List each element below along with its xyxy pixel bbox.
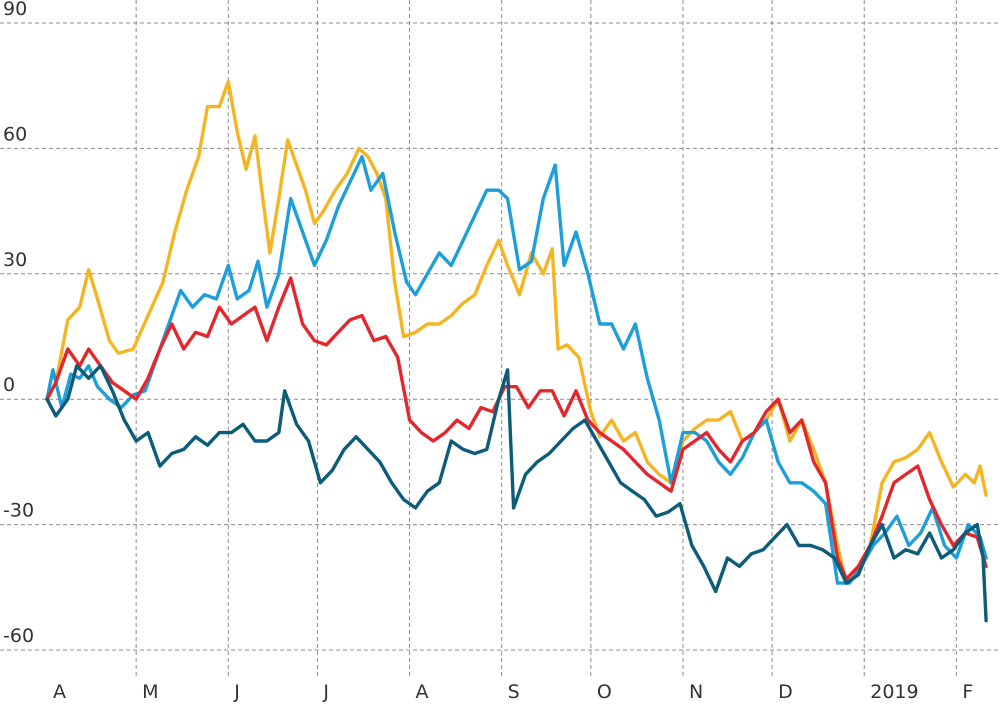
y-tick-label: -30 bbox=[3, 500, 34, 522]
y-axis-ticks: -60 -30 0 30 60 90 bbox=[3, 0, 34, 647]
x-tick-label: A bbox=[53, 681, 66, 703]
x-axis-ticks: A M J J A S O N D 2019 F bbox=[53, 681, 973, 703]
x-tick-label: D bbox=[778, 681, 793, 703]
x-tick-label: N bbox=[689, 681, 703, 703]
y-tick-label: 0 bbox=[3, 374, 15, 396]
x-tick-label: A bbox=[416, 681, 429, 703]
x-tick-label: M bbox=[142, 681, 158, 703]
x-tick-label: J bbox=[322, 681, 329, 703]
x-tick-label: 2019 bbox=[870, 681, 918, 703]
y-tick-label: -60 bbox=[3, 625, 34, 647]
y-tick-label: 60 bbox=[3, 123, 27, 145]
series-line-2 bbox=[45, 155, 988, 585]
x-tick-label: J bbox=[233, 681, 240, 703]
y-tick-label: 30 bbox=[3, 249, 27, 271]
x-tick-label: S bbox=[508, 681, 520, 703]
x-tick-label: O bbox=[597, 681, 612, 703]
y-tick-label: 90 bbox=[3, 0, 27, 20]
series-line-3 bbox=[45, 276, 988, 581]
series-line-1 bbox=[45, 79, 988, 585]
x-tick-label: F bbox=[962, 681, 973, 703]
series-line-4 bbox=[45, 364, 988, 623]
series-group bbox=[45, 79, 988, 623]
